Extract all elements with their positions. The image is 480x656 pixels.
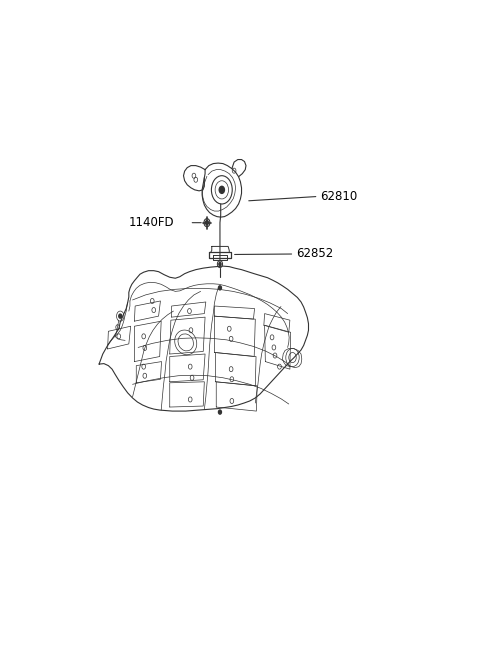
Circle shape	[219, 262, 221, 266]
Circle shape	[219, 186, 225, 194]
Circle shape	[119, 314, 122, 318]
Text: 62810: 62810	[321, 190, 358, 203]
Circle shape	[205, 220, 208, 225]
Text: 62852: 62852	[296, 247, 334, 260]
Text: 1140FD: 1140FD	[129, 216, 174, 229]
Circle shape	[218, 286, 221, 290]
Circle shape	[218, 410, 221, 414]
